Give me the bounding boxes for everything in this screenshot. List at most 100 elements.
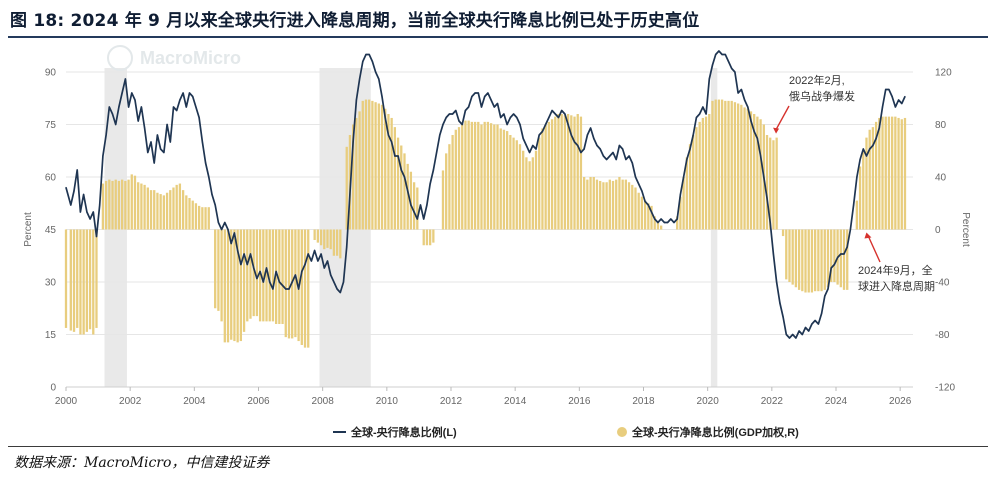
bar-126 [493,124,496,230]
x-tick-label-5: 2010 [376,396,399,407]
line-point-33 [172,106,175,108]
bar-103 [409,171,413,230]
bar-107 [425,229,429,246]
bar-219 [807,229,810,293]
title-divider [8,36,988,38]
line-point-185 [660,218,662,220]
line-point-201 [711,64,714,66]
bar-44 [214,229,217,309]
bar-244 [894,116,897,230]
bar-95 [384,108,387,230]
bar-231 [846,229,849,290]
line-point-93 [365,53,367,56]
line-point-258 [894,106,896,108]
line-point-158 [573,141,576,143]
line-point-22 [137,120,139,122]
x-tick-label-10: 2020 [697,396,720,407]
bar-53 [242,229,246,332]
bar-10 [101,183,105,230]
line-point-95 [371,60,373,63]
line-point-249 [865,155,868,157]
line-point-146 [535,148,537,150]
annotation-1-arrow [775,105,790,130]
bar-241 [884,116,887,230]
line-point-66 [278,281,280,283]
line-point-10 [99,204,101,206]
bar-102 [406,163,409,230]
bar-39 [194,203,198,230]
line-point-122 [458,120,460,122]
line-point-62 [265,267,268,269]
line-point-254 [881,106,884,108]
bar-146 [557,114,560,230]
line-point-186 [663,221,665,224]
bar-230 [842,229,846,290]
bar-213 [788,229,791,282]
line-point-199 [705,113,707,115]
line-point-247 [859,158,861,161]
bar-32 [172,187,175,230]
line-point-178 [638,183,640,185]
line-point-53 [237,249,239,252]
bar-171 [637,192,640,230]
line-point-198 [702,106,704,108]
bar-174 [647,203,650,230]
bar-210 [775,137,778,230]
bar-131 [509,135,512,230]
line-point-135 [500,116,502,119]
line-point-165 [596,144,598,147]
line-point-177 [634,176,637,178]
line-point-154 [561,109,563,112]
line-point-42 [201,141,203,143]
line-point-238 [830,267,832,269]
bar-155 [586,179,589,230]
bar-139 [534,150,538,230]
line-point-32 [169,141,171,143]
line-point-54 [240,263,242,266]
line-point-205 [724,53,726,56]
line-point-175 [628,155,630,157]
bar-198 [736,103,740,230]
bar-185 [695,127,698,230]
axis-layer: 2000 2002 2004 2006 2008 2010 2012 2014 2016 2018… [23,68,971,408]
bar-136 [525,157,528,230]
line-point-260 [901,102,903,105]
left-tick-label-4: 60 [45,173,57,184]
bar-66 [284,229,287,338]
watermark-logo: MacroMicro [140,48,241,68]
line-point-112 [426,204,428,206]
bar-194 [724,100,727,230]
bar-35 [181,190,185,230]
bar-43 [207,207,210,230]
line-point-55 [243,253,245,255]
bar-215 [794,229,798,288]
line-point-2 [73,190,75,192]
x-tick-label-13: 2026 [889,396,912,407]
bar-233 [858,166,862,230]
bar-117 [464,120,467,230]
line-point-209 [737,92,739,94]
bar-234 [862,150,865,230]
bar-105 [416,187,419,230]
bar-217 [801,229,804,292]
bar-118 [467,120,470,230]
line-point-91 [358,78,361,80]
bar-5 [82,229,85,335]
line-point-100 [387,134,390,136]
annotation-1-line-2: 俄乌战争爆发 [789,89,855,103]
legend-label-bars: 全球-央行净降息比例(GDP加权,R) [631,425,799,439]
bar-245 [897,117,900,230]
line-point-44 [208,176,210,178]
annotation-1-line-1: 2022年2月, [789,73,845,87]
bar-1 [69,229,72,331]
bar-98 [393,127,397,230]
line-point-156 [567,123,569,126]
line-point-183 [654,218,656,220]
line-point-24 [144,127,146,129]
bar-59 [262,229,265,322]
bar-56 [252,229,255,317]
line-point-105 [403,176,406,178]
line-point-233 [814,319,816,322]
bar-96 [387,114,390,230]
line-point-71 [294,274,296,276]
